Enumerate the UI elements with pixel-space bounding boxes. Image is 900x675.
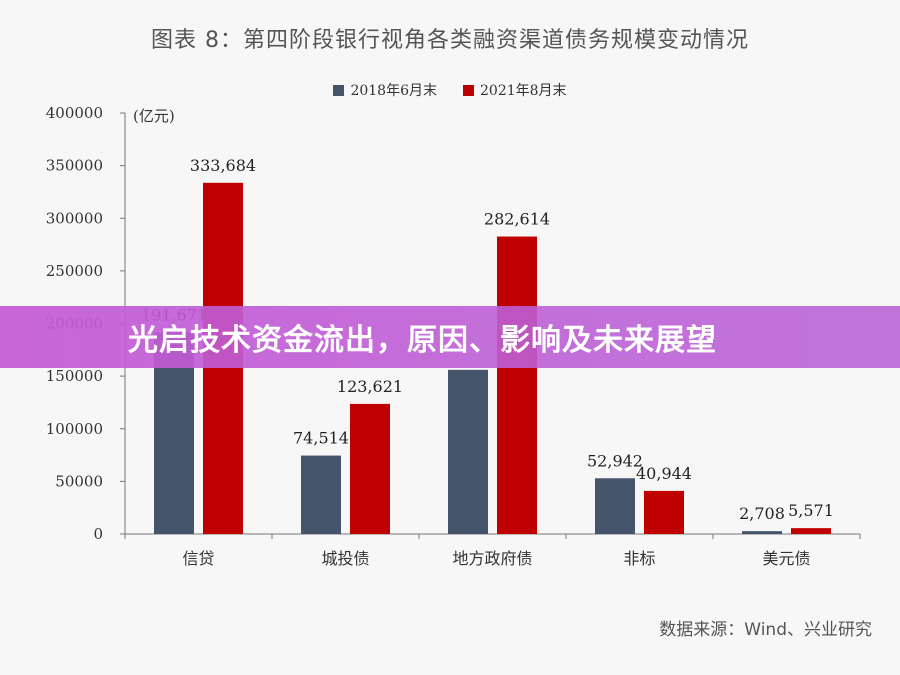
chart-title: 图表 8：第四阶段银行视角各类融资渠道债务规模变动情况 bbox=[151, 28, 749, 53]
data-label-series-2: 5,571 bbox=[788, 501, 834, 520]
y-tick-label: 250000 bbox=[46, 262, 103, 280]
data-label-series-1: 2,708 bbox=[739, 504, 785, 523]
y-axis-unit-label: (亿元) bbox=[133, 107, 175, 125]
bar-series-2 bbox=[644, 490, 684, 534]
data-label-series-2: 123,621 bbox=[337, 377, 403, 396]
legend-swatch-series-1 bbox=[333, 84, 345, 96]
bar-series-1 bbox=[301, 455, 341, 534]
x-tick-label: 非标 bbox=[623, 549, 655, 568]
bar-series-2 bbox=[350, 403, 390, 534]
y-tick-label: 50000 bbox=[55, 472, 103, 490]
legend-label-series-2: 2021年8月末 bbox=[480, 83, 567, 99]
legend-swatch-series-2 bbox=[463, 84, 474, 96]
x-tick-label: 信贷 bbox=[182, 549, 214, 568]
legend-label-series-1: 2018年6月末 bbox=[350, 83, 437, 99]
data-label-series-2: 282,614 bbox=[484, 210, 550, 229]
y-tick-label: 100000 bbox=[46, 420, 103, 438]
bar-series-1 bbox=[448, 369, 488, 534]
bar-series-2 bbox=[791, 528, 831, 534]
y-tick-label: 350000 bbox=[46, 157, 103, 175]
legend: 2018年6月末 2021年8月末 bbox=[0, 80, 900, 100]
bar-series-2 bbox=[497, 236, 537, 534]
x-tick-label: 地方政府债 bbox=[452, 549, 532, 568]
x-tick-label: 美元债 bbox=[762, 549, 810, 568]
data-label-series-2: 333,684 bbox=[190, 156, 256, 175]
headline-banner: 光启技术资金流出，原因、影响及未来展望 bbox=[0, 306, 900, 368]
bar-series-1 bbox=[595, 478, 635, 534]
legend-item-series-1: 2018年6月末 bbox=[333, 80, 437, 100]
data-label-series-2: 40,944 bbox=[636, 464, 692, 483]
y-tick-label: 0 bbox=[93, 525, 103, 543]
y-tick-label: 400000 bbox=[46, 104, 103, 122]
x-tick-label: 城投债 bbox=[321, 549, 369, 568]
source-note: 数据来源：Wind、兴业研究 bbox=[659, 620, 872, 640]
y-tick-label: 150000 bbox=[46, 367, 103, 385]
data-label-series-1: 52,942 bbox=[587, 451, 643, 470]
y-tick-label: 300000 bbox=[46, 209, 103, 227]
bar-series-1 bbox=[742, 531, 782, 534]
data-label-series-1: 74,514 bbox=[293, 429, 349, 448]
headline-text: 光启技术资金流出，原因、影响及未来展望 bbox=[128, 323, 717, 358]
legend-item-series-2: 2021年8月末 bbox=[463, 80, 567, 100]
